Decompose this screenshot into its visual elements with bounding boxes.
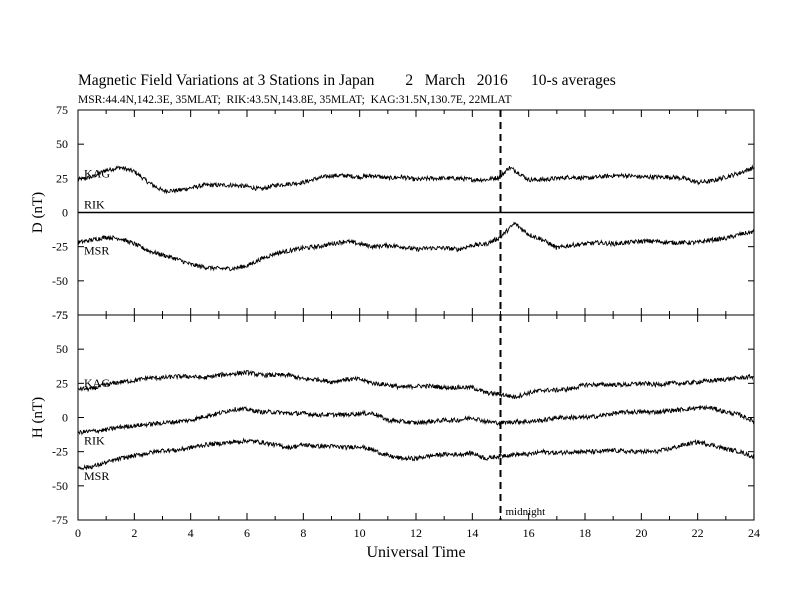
d-ytick-label: 25 [56,171,68,185]
midnight-label: midnight [506,506,546,518]
d-ytick-label: 50 [56,137,68,151]
d-series-label-rik: RIK [84,198,105,212]
xtick-label: 24 [748,526,760,540]
h-axis-label: H (nT) [30,397,46,438]
d-series-msr [77,221,755,272]
h-series-label-rik: RIK [84,434,105,448]
h-ytick-label: 50 [56,342,68,356]
h-series-msr [77,437,755,471]
x-axis-label: Universal Time [366,544,465,561]
xtick-label: 18 [579,526,591,540]
d-series-label-kag: KAG [84,167,110,181]
xtick-label: 12 [410,526,422,540]
h-ytick-label: 25 [56,376,68,390]
xtick-label: 20 [635,526,647,540]
d-ytick-label: 75 [56,103,68,117]
h-series-label-kag: KAG [84,376,110,390]
xtick-label: 0 [75,526,81,540]
h-series-label-msr: MSR [84,469,109,483]
xtick-label: 6 [244,526,250,540]
h-panel-frame [77,314,755,521]
chart-title: Magnetic Field Variations at 3 Stations … [78,72,616,89]
xtick-label: 8 [300,526,306,540]
xtick-label: 16 [523,526,535,540]
h-ytick-label: 0 [62,411,68,425]
d-series-label-msr: MSR [84,244,109,258]
d-ytick-label: -25 [52,240,68,254]
h-ytick-label: -50 [52,479,68,493]
h-ytick-label: -75 [52,513,68,527]
xtick-label: 14 [466,526,478,540]
xtick-label: 4 [188,526,194,540]
d-ytick-label: 0 [62,206,68,220]
h-ytick-label: -25 [52,445,68,459]
d-ytick-label: -50 [52,274,68,288]
d-series-kag [77,164,755,195]
h-series-kag [77,369,755,400]
xtick-label: 2 [131,526,137,540]
h-ytick-label: 75 [56,308,68,322]
station-info: MSR:44.4N,142.3E, 35MLAT; RIK:43.5N,143.… [78,94,512,106]
xtick-label: 10 [354,526,366,540]
d-axis-label: D (nT) [30,192,46,233]
d-ytick-label: -75 [52,308,68,322]
h-series-rik [77,404,755,436]
xtick-label: 22 [692,526,704,540]
